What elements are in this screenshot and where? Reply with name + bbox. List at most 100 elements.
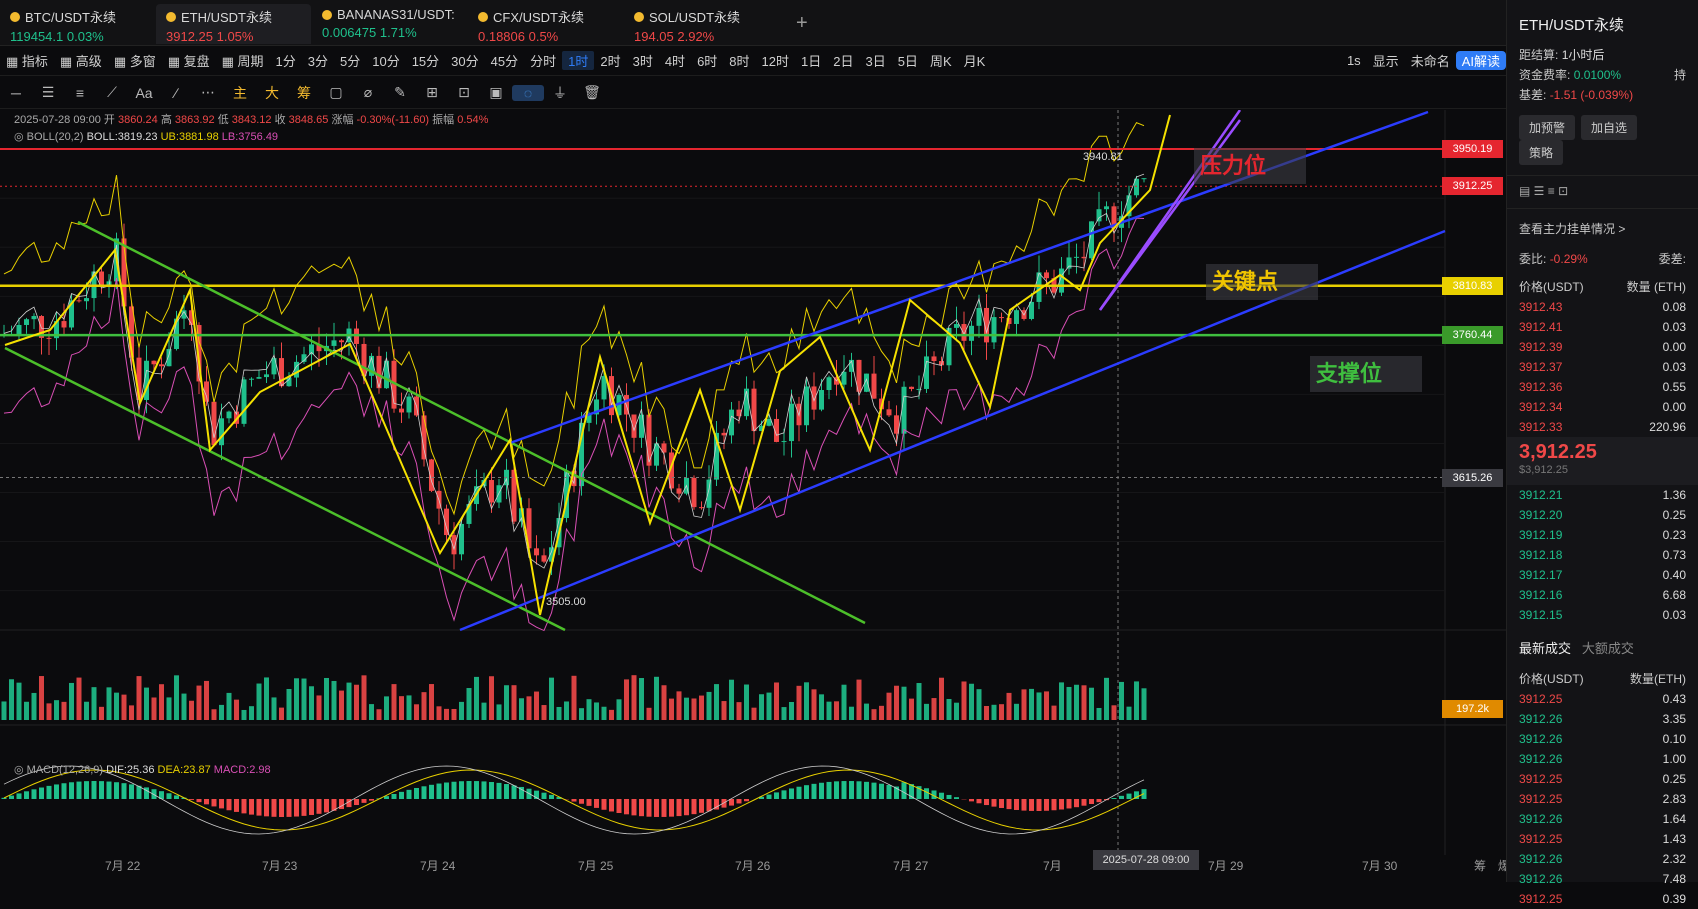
period-15分[interactable]: 15分 [406,51,445,70]
tab-large-trades[interactable]: 大额成交 [1582,641,1634,656]
panel-button[interactable]: 策略 [1519,140,1563,165]
volume-bar [92,687,97,720]
period-2时[interactable]: 2时 [594,51,626,70]
draw-tool[interactable]: ◌ [512,85,544,101]
period-3时[interactable]: 3时 [627,51,659,70]
depth-link[interactable]: 查看主力挂单情况 > [1507,219,1698,243]
draw-tool[interactable]: ☰ [32,84,64,101]
toolbar-right-item[interactable]: AI解读 [1456,51,1506,70]
draw-tool[interactable]: ⋯ [192,84,224,101]
draw-tool[interactable]: 大 [256,83,288,103]
draw-tool[interactable]: ⊞ [416,84,448,101]
period-月K[interactable]: 月K [958,51,992,70]
panel-button[interactable]: 加预警 [1519,115,1575,140]
period-1分[interactable]: 1分 [270,51,302,70]
macd-bar [669,799,674,817]
draw-tool[interactable]: 主 [224,83,256,103]
draw-tool[interactable]: 🗑 [576,84,608,101]
draw-tool[interactable]: ∕ [160,85,192,101]
toolbar-item[interactable]: ▦ 高级 [54,51,108,70]
toolbar-right-item[interactable]: 未命名 [1405,51,1456,70]
draw-tool[interactable]: ≡ [64,85,96,101]
period-3日[interactable]: 3日 [859,51,891,70]
period-1时[interactable]: 1时 [562,51,594,70]
draw-tool[interactable]: ✎ [384,84,416,101]
row-qty: 0.55 [1663,377,1686,397]
toolbar-right-item[interactable]: 显示 [1367,51,1405,70]
panel-button[interactable]: 加自选 [1581,115,1637,140]
period-2日[interactable]: 2日 [827,51,859,70]
tab-2[interactable]: BANANAS31/USDT:0.006475 1.71% [312,4,467,44]
period-3分[interactable]: 3分 [302,51,334,70]
add-tab-button[interactable]: + [796,12,808,35]
macd-bar [789,788,794,799]
volume-bar [159,684,164,720]
macd-bar [414,788,419,799]
volume-bar [1082,685,1087,720]
macd-bar [339,799,344,809]
period-5分[interactable]: 5分 [334,51,366,70]
draw-tool[interactable]: 筹 [288,83,320,103]
period-6时[interactable]: 6时 [691,51,723,70]
period-1日[interactable]: 1日 [795,51,827,70]
period-30分[interactable]: 30分 [445,51,484,70]
period-12时[interactable]: 12时 [756,51,795,70]
toolbar-item[interactable]: ▦ 复盘 [162,51,216,70]
draw-tool[interactable]: ⊡ [448,84,480,101]
macd-bar [459,781,464,799]
period-4时[interactable]: 4时 [659,51,691,70]
draw-tool[interactable]: ⟋ [96,84,128,101]
draw-tool[interactable]: Aa [128,85,160,101]
book-mode-icons[interactable]: ▤ ☰ ≡ ⊡ [1507,175,1698,209]
draw-tool[interactable]: ⏚ [544,83,576,103]
period-8时[interactable]: 8时 [723,51,755,70]
draw-tool[interactable]: ▣ [480,84,512,101]
toolbar-item[interactable]: ▦ 指标 [0,51,54,70]
period-分时[interactable]: 分时 [524,51,562,70]
tab-latest-trades[interactable]: 最新成交 [1519,641,1571,656]
period-10分[interactable]: 10分 [366,51,405,70]
period-45分[interactable]: 45分 [485,51,524,70]
draw-tool[interactable]: ⌀ [352,84,384,101]
period-5日[interactable]: 5日 [892,51,924,70]
draw-tool[interactable]: ─ [0,85,32,101]
candle [17,325,22,335]
volume-bar [332,681,337,720]
toolbar-item[interactable]: ▦ 周期 [216,51,270,70]
period-周K[interactable]: 周K [924,51,958,70]
volume-bar [39,676,44,720]
toolbar-right-item[interactable]: 1s [1341,53,1367,68]
draw-tool[interactable]: ▢ [320,84,352,101]
toolbar-item[interactable]: ▦ 多窗 [108,51,162,70]
coin-icon [634,12,644,22]
